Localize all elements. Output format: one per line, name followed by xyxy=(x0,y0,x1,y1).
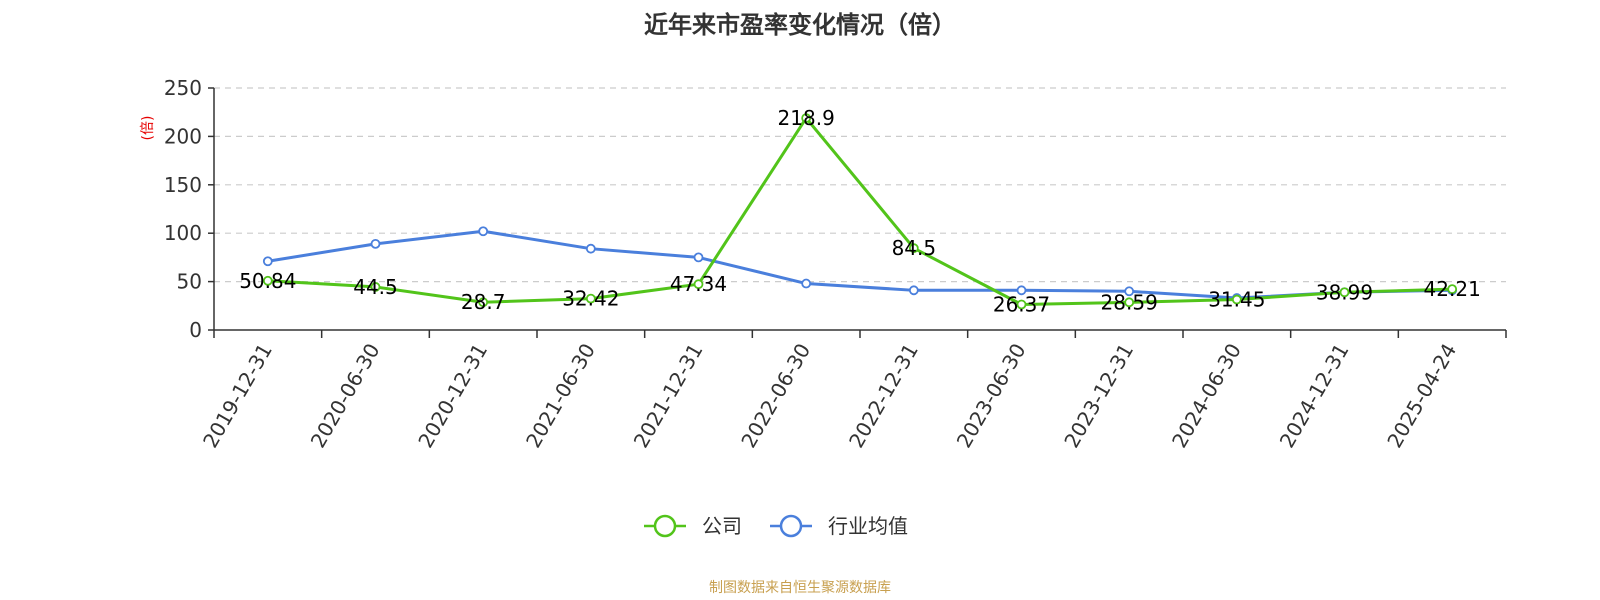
legend-label-1[interactable]: 行业均值 xyxy=(828,514,908,538)
data-point[interactable] xyxy=(801,113,812,124)
data-point[interactable] xyxy=(1016,299,1027,310)
data-labels: 50.84 44.5 28.7 32.42 47.34 218.9 84.5 26.37 28.… xyxy=(239,106,1481,316)
data-label: 84.5 xyxy=(892,236,937,260)
source-note: 制图数据来自恒生聚源数据库 xyxy=(709,580,891,596)
legend-marker-1 xyxy=(779,514,803,538)
x-tick-label: 2020-12-31 xyxy=(413,339,492,452)
legend-label-0[interactable]: 公司 xyxy=(702,514,742,538)
axes: 0 50 100 150 200 250 2019-12-31 2020-06-30 2020-… xyxy=(164,76,1507,452)
x-tick-label: 2021-12-31 xyxy=(629,339,708,452)
data-label: 47.34 xyxy=(670,272,727,296)
legend-marker-0 xyxy=(653,514,677,538)
data-point[interactable] xyxy=(1339,287,1350,298)
data-label: 38.99 xyxy=(1316,280,1373,304)
data-label: 50.84 xyxy=(239,269,296,293)
data-point[interactable] xyxy=(585,293,596,304)
data-label: 28.7 xyxy=(461,290,506,314)
data-point[interactable] xyxy=(1231,294,1242,305)
x-tick-label: 2020-06-30 xyxy=(306,339,385,452)
data-point[interactable] xyxy=(908,285,919,296)
data-point[interactable] xyxy=(1124,286,1135,297)
data-label: 32.42 xyxy=(562,287,619,311)
data-point[interactable] xyxy=(908,243,919,254)
data-point[interactable] xyxy=(801,278,812,289)
y-axis-label: (倍) xyxy=(140,116,156,141)
x-tick-label: 2021-06-30 xyxy=(521,339,600,452)
data-label: 31.45 xyxy=(1208,288,1265,312)
y-tick-label: 150 xyxy=(164,173,202,197)
x-tick-label: 2022-12-31 xyxy=(844,339,923,452)
data-point[interactable] xyxy=(262,256,273,267)
series-line-0 xyxy=(267,116,1453,306)
data-point[interactable] xyxy=(693,279,704,290)
series-line-1 xyxy=(267,229,1453,300)
data-label: 28.59 xyxy=(1101,290,1158,314)
data-point[interactable] xyxy=(1124,297,1135,308)
x-tick-label: 2023-12-31 xyxy=(1059,339,1138,452)
data-point[interactable] xyxy=(1447,284,1458,295)
data-label: 26.37 xyxy=(993,292,1050,316)
data-point[interactable] xyxy=(1016,285,1027,296)
legend[interactable]: 公司 行业均值 xyxy=(644,514,908,538)
x-tick-label: 2022-06-30 xyxy=(736,339,815,452)
data-point[interactable] xyxy=(693,252,704,263)
chart-title: 近年来市盈率变化情况（倍） xyxy=(644,11,956,39)
y-tick-label: 0 xyxy=(189,318,202,342)
data-point[interactable] xyxy=(370,238,381,249)
x-tick-label: 2025-04-24 xyxy=(1382,339,1461,452)
x-tick-label: 2023-06-30 xyxy=(952,339,1031,452)
data-label: 218.9 xyxy=(778,106,835,130)
data-label: 42.21 xyxy=(1424,277,1481,301)
x-tick-label: 2019-12-31 xyxy=(198,339,277,452)
data-point[interactable] xyxy=(478,297,489,308)
y-tick-label: 50 xyxy=(177,270,202,294)
y-tick-label: 100 xyxy=(164,221,202,245)
x-tick-label: 2024-06-30 xyxy=(1167,339,1246,452)
data-point[interactable] xyxy=(370,282,381,292)
x-tick-label: 2024-12-31 xyxy=(1275,339,1354,452)
data-point[interactable] xyxy=(585,243,596,254)
data-label: 44.5 xyxy=(353,275,398,299)
y-tick-label: 250 xyxy=(164,76,202,100)
data-point[interactable] xyxy=(478,226,489,237)
y-tick-label: 200 xyxy=(164,124,202,148)
series-lines xyxy=(262,113,1458,310)
data-point[interactable] xyxy=(262,275,273,286)
